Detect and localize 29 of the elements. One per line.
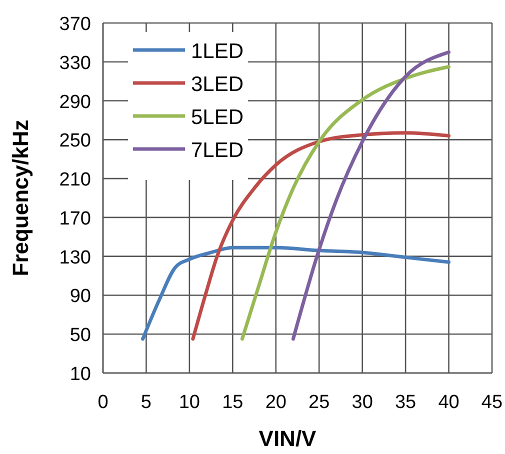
x-tick-label: 0 xyxy=(98,392,108,413)
x-tick-label: 10 xyxy=(178,392,200,413)
x-tick-label: 25 xyxy=(308,392,330,413)
legend-label: 1LED xyxy=(191,40,244,63)
line-series xyxy=(291,50,451,341)
y-tick-label: 370 xyxy=(59,14,91,35)
y-tick-label: 210 xyxy=(59,170,91,191)
x-axis-title: VIN/V xyxy=(258,426,317,451)
x-tick-label: 15 xyxy=(222,392,244,413)
x-tick-label: 30 xyxy=(352,392,373,413)
x-tick-label: 20 xyxy=(265,392,286,413)
legend-label: 3LED xyxy=(191,73,244,96)
y-tick-label: 130 xyxy=(59,247,91,268)
x-tick-label: 45 xyxy=(481,392,503,413)
x-tick-label: 5 xyxy=(140,392,152,413)
y-tick-label: 290 xyxy=(59,92,91,113)
line-series xyxy=(191,131,451,341)
legend-label: 7LED xyxy=(191,139,244,162)
y-tick-label: 330 xyxy=(59,52,91,74)
line-series xyxy=(141,246,451,341)
x-tick-label: 40 xyxy=(438,392,460,413)
y-tick-label: 90 xyxy=(70,286,91,308)
legend-label: 5LED xyxy=(191,106,244,129)
y-axis-title: Frequency/kHz xyxy=(8,120,33,276)
y-tick-label: 50 xyxy=(70,325,91,346)
y-tick-label: 10 xyxy=(70,364,91,385)
y-tick-label: 170 xyxy=(59,208,91,230)
x-tick-label: 35 xyxy=(394,392,416,413)
y-tick-label: 250 xyxy=(59,130,91,152)
